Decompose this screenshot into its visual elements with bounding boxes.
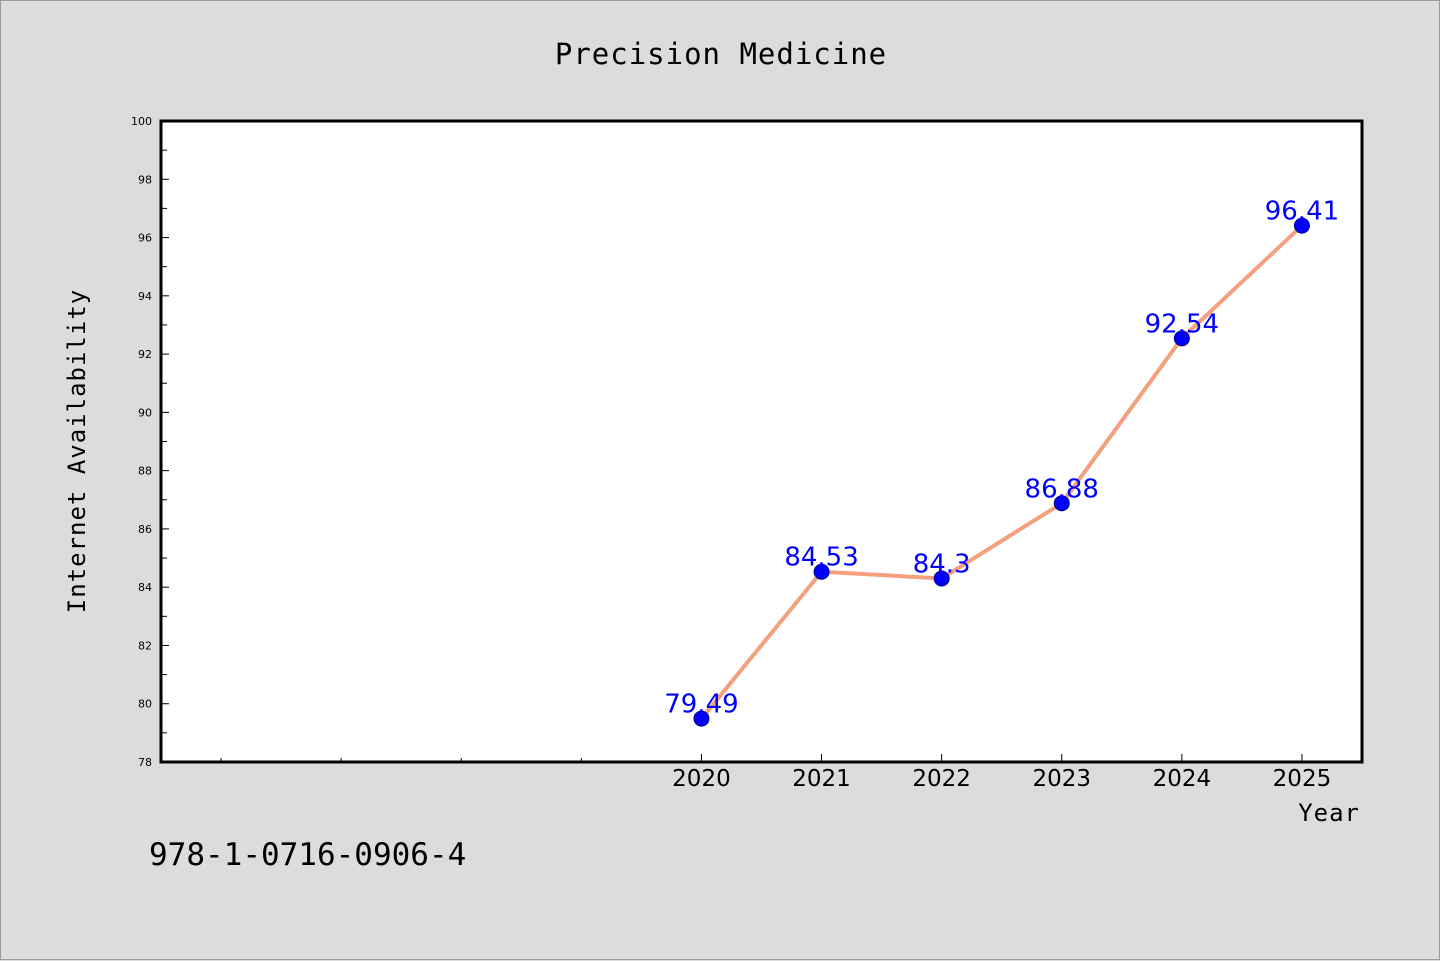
y-tick-label: 78 [138,756,152,769]
data-point [813,563,830,580]
data-label: 86.88 [1025,474,1099,504]
x-tick-label: 2023 [1032,766,1091,792]
x-tick-label: 2022 [912,766,971,792]
x-axis-ticks: 2020 2021 2022 2023 2024 2025 [220,754,1332,792]
data-labels: 79.49 84.53 84.3 86.88 92.54 96.41 [664,197,1339,720]
x-tick-label: 2025 [1273,766,1332,792]
y-axis-label: Internet Availability [63,289,91,613]
isbn-text: 978-1-0716-0906-4 [149,837,466,873]
y-tick-label: 94 [138,290,152,303]
chart-title: Precision Medicine [555,37,887,71]
y-tick-label: 100 [131,115,152,128]
y-tick-label: 88 [138,465,152,478]
data-point [693,710,710,727]
y-tick-label: 96 [138,232,152,245]
data-point [933,570,950,587]
data-label: 79.49 [664,690,738,720]
x-axis-label: Year [1298,799,1360,827]
data-label: 84.53 [784,543,858,573]
y-tick-label: 82 [138,639,152,652]
series-line [699,224,1304,720]
x-tick-label: 2021 [792,766,851,792]
data-label: 92.54 [1145,309,1219,339]
data-label: 84.3 [913,549,971,579]
data-label: 96.41 [1265,197,1339,227]
data-point [1293,217,1310,234]
plot-area [159,119,1364,764]
y-tick-label: 98 [138,173,152,186]
y-axis-ticks: 78 80 82 84 86 88 90 92 94 96 98 100 [131,115,169,769]
data-point [1173,330,1190,347]
y-tick-label: 92 [138,348,152,361]
y-tick-label: 84 [138,581,152,594]
data-point [1053,495,1070,512]
data-points [693,217,1310,727]
x-tick-label: 2020 [672,766,731,792]
y-tick-label: 90 [138,406,152,419]
y-tick-label: 80 [138,698,152,711]
x-tick-label: 2024 [1153,766,1212,792]
y-tick-label: 86 [138,523,152,536]
